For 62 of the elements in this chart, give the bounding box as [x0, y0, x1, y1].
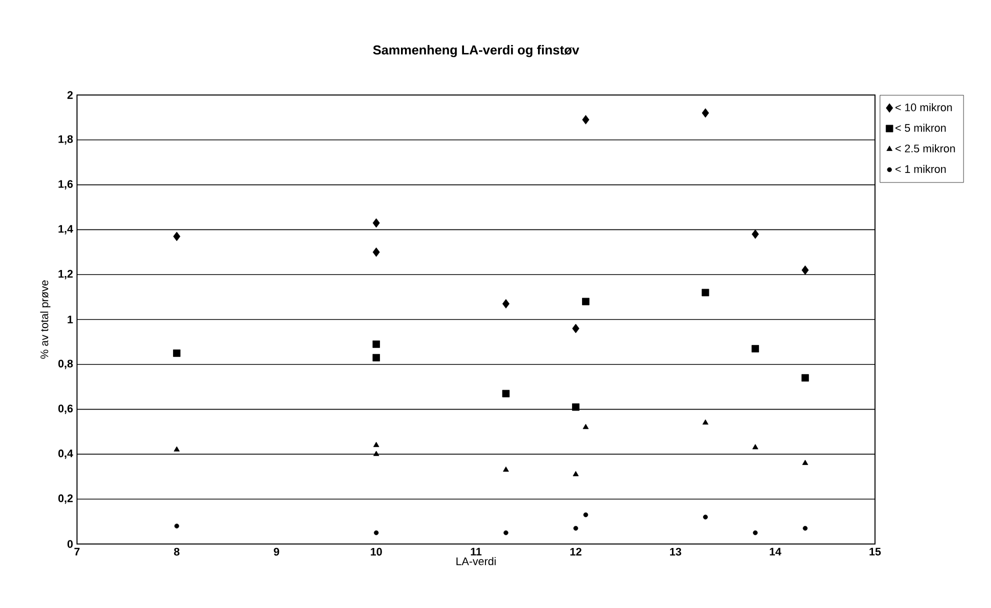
x-tick-label: 10 — [370, 548, 382, 556]
legend-label: < 2.5 mikron — [896, 144, 955, 152]
point — [572, 471, 579, 476]
point — [801, 374, 809, 382]
y-tick-label: 0,6 — [58, 404, 73, 414]
point — [372, 354, 380, 362]
legend-label: < 5 mikron — [896, 124, 946, 132]
point — [502, 390, 510, 398]
point — [572, 324, 580, 334]
point — [502, 466, 509, 472]
chart-title: Sammenheng LA-verdi og finstøv — [373, 45, 580, 58]
legend-label: < 10 mikron — [896, 103, 952, 112]
point — [702, 419, 708, 425]
legend-label: < 1 mikron — [896, 164, 946, 173]
x-tick-label: 12 — [570, 548, 582, 556]
x-tick-label: 15 — [870, 548, 881, 556]
point — [752, 344, 759, 352]
point — [702, 108, 709, 118]
x-tick-label: 13 — [670, 548, 682, 556]
point — [702, 288, 710, 296]
y-tick-label: 0,2 — [58, 494, 73, 504]
point — [173, 349, 180, 357]
y-tick-label: 0,4 — [58, 450, 74, 459]
point — [372, 340, 380, 348]
point — [502, 299, 510, 308]
point — [372, 218, 380, 228]
x-tick-label: 8 — [174, 548, 180, 556]
point — [572, 403, 580, 411]
point — [752, 530, 758, 536]
point — [573, 526, 578, 531]
y-tick-label: 1,6 — [58, 180, 73, 190]
point — [173, 232, 180, 242]
y-tick-label: 0 — [67, 540, 73, 548]
point — [802, 460, 808, 465]
point — [372, 247, 380, 257]
point — [802, 265, 809, 275]
x-tick-label: 9 — [274, 548, 280, 556]
point — [504, 530, 508, 536]
point — [752, 230, 759, 239]
y-tick-label: 0,8 — [58, 360, 73, 370]
point — [752, 444, 758, 450]
point — [174, 446, 180, 452]
y-tick-label: 1 — [68, 316, 73, 324]
y-tick-label: 1,4 — [58, 225, 74, 234]
point — [802, 526, 808, 531]
point — [373, 442, 380, 448]
point — [582, 298, 590, 306]
point — [582, 424, 589, 430]
point — [174, 524, 180, 528]
point — [374, 530, 379, 536]
point — [703, 514, 708, 520]
point — [583, 512, 588, 518]
point — [582, 115, 590, 124]
x-tick-label: 14 — [770, 548, 782, 556]
y-tick-label: 1,8 — [58, 135, 73, 145]
point — [373, 450, 380, 456]
y-axis-title: % av total prøve — [40, 280, 50, 359]
x-tick-label: 7 — [74, 548, 80, 556]
x-tick-label: 11 — [470, 548, 482, 556]
x-axis-title: LA-verdi — [456, 557, 496, 566]
y-tick-label: 1,2 — [58, 270, 73, 280]
y-tick-label: 2 — [67, 91, 73, 99]
